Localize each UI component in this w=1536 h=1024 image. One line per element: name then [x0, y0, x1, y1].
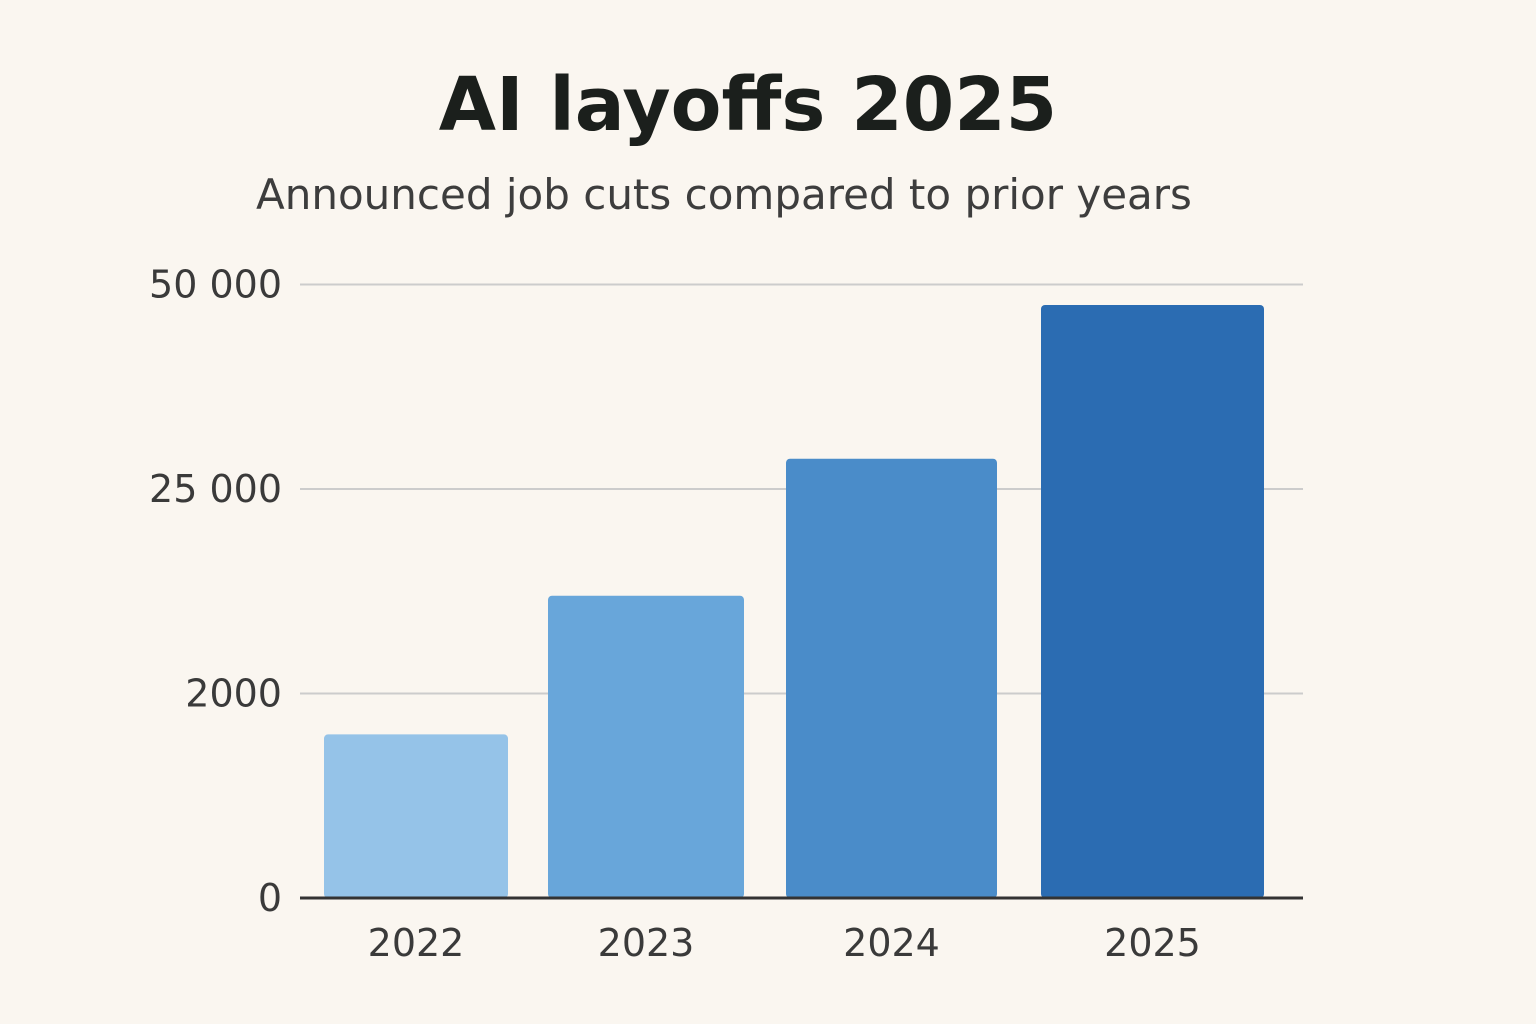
bar-2023 [548, 595, 744, 898]
y-tick-label: 0 [258, 876, 282, 920]
bar-2024 [786, 458, 997, 898]
x-tick-label: 2025 [1104, 921, 1201, 965]
chart-title: AI layoffs 2025 [438, 62, 1058, 148]
y-tick-label: 2000 [185, 672, 282, 716]
chart-subtitle: Announced job cuts compared to prior yea… [256, 170, 1192, 219]
x-tick-label: 2023 [598, 921, 695, 965]
y-tick-label: 25 000 [149, 467, 282, 511]
bar-2025 [1041, 304, 1264, 898]
y-tick-label: 50 000 [149, 263, 282, 307]
bar-2022 [324, 734, 508, 898]
x-tick-label: 2024 [843, 921, 940, 965]
x-tick-label: 2022 [368, 921, 465, 965]
